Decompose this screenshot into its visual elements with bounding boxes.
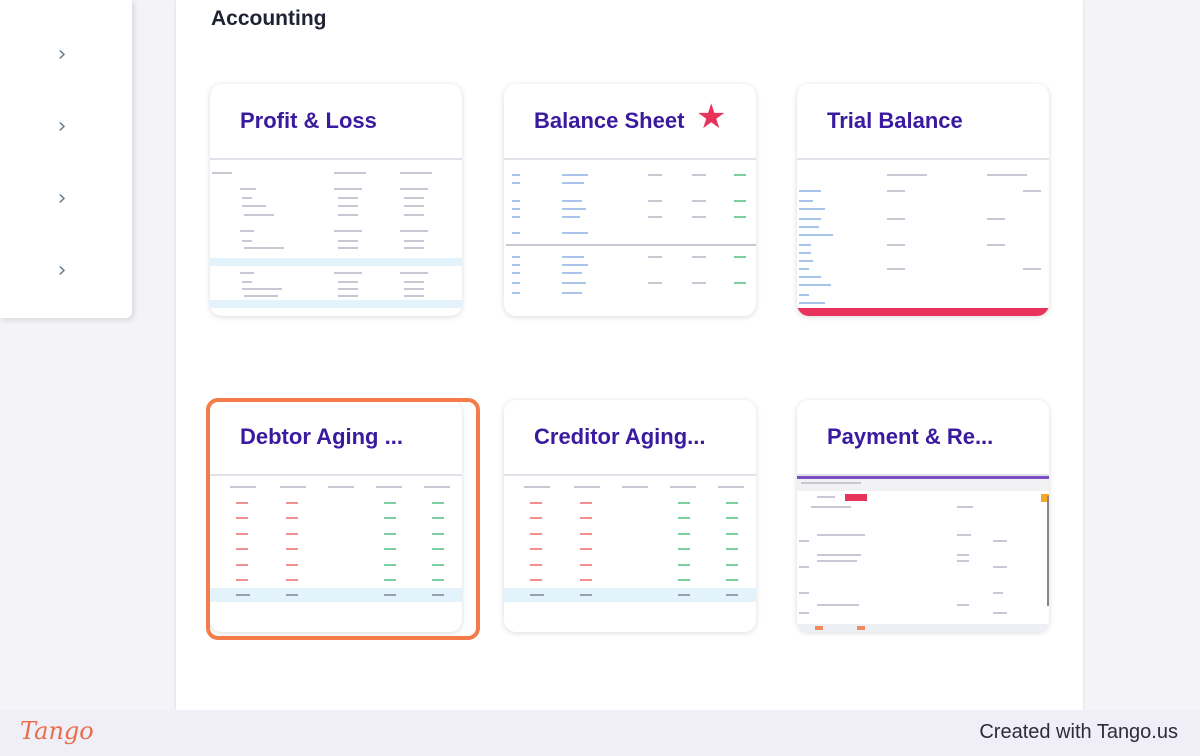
chevron-right-icon[interactable]: › — [57, 114, 67, 139]
report-preview-thumbnail — [504, 486, 756, 602]
card-title: Balance Sheet — [534, 108, 685, 133]
card-title: Debtor Aging ... — [240, 424, 403, 449]
chevron-right-icon[interactable]: › — [57, 186, 67, 211]
report-card-debtor-aging[interactable]: Debtor Aging ... — [210, 400, 462, 632]
created-with-credit[interactable]: Created with Tango.us — [979, 721, 1178, 743]
report-preview-thumbnail — [797, 174, 1049, 316]
report-card-creditor-aging[interactable]: Creditor Aging... — [504, 400, 756, 632]
sidebar: › › › › — [0, 0, 132, 318]
report-preview-thumbnail — [210, 172, 462, 308]
chevron-right-icon[interactable]: › — [57, 42, 67, 67]
chevron-right-icon[interactable]: › — [57, 258, 67, 283]
section-title: Accounting — [211, 7, 327, 30]
card-title: Payment & Re... — [827, 424, 994, 449]
tango-logo[interactable]: Tango — [20, 717, 94, 745]
report-card-profit-loss[interactable]: Profit & Loss — [210, 84, 462, 316]
star-icon[interactable]: ★ — [696, 97, 727, 137]
report-card-trial-balance[interactable]: Trial Balance — [797, 84, 1049, 316]
report-preview-thumbnail — [210, 486, 462, 602]
card-title: Profit & Loss — [240, 108, 377, 133]
report-preview-thumbnail — [506, 174, 756, 294]
card-title: Trial Balance — [827, 108, 963, 133]
card-title: Creditor Aging... — [534, 424, 706, 449]
right-background — [1085, 0, 1200, 710]
report-preview-thumbnail — [797, 476, 1049, 632]
highlight-outline — [206, 398, 480, 640]
footer-bar: Tango Created with Tango.us — [0, 710, 1200, 756]
report-card-payment-receipt[interactable]: Payment & Re... — [797, 400, 1049, 632]
reports-panel: Accounting Profit & Loss — [176, 0, 1083, 710]
report-card-balance-sheet[interactable]: Balance Sheet ★ — [504, 84, 756, 316]
